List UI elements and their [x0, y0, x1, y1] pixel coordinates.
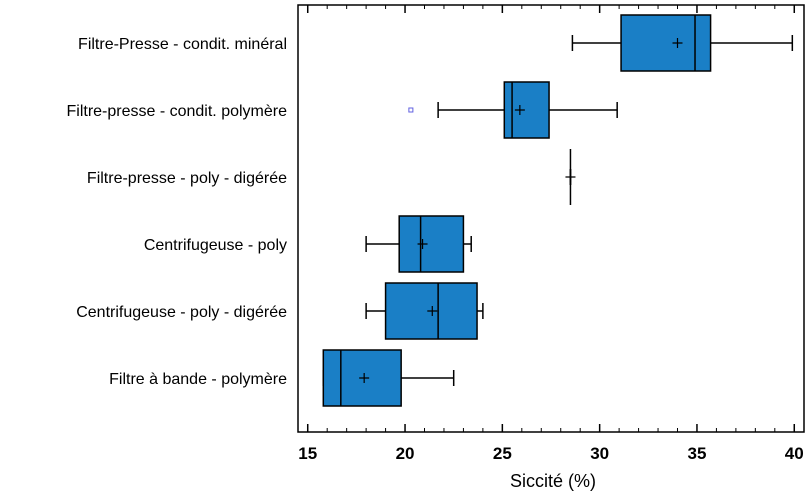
box-1	[571, 14, 794, 72]
box-iqr	[398, 215, 465, 273]
category-label: Filtre à bande - polymère	[109, 371, 287, 388]
x-tick-label: 15	[298, 444, 317, 463]
x-tick-label: 35	[688, 444, 707, 463]
category-label: Filtre-presse - condit. polymère	[66, 103, 287, 120]
box-4	[365, 215, 472, 273]
mean-marker	[514, 105, 525, 115]
category-label: Centrifugeuse - poly - digérée	[76, 304, 287, 321]
mean-marker	[359, 373, 370, 383]
box-5	[365, 282, 484, 340]
x-axis-title: Siccité (%)	[510, 471, 596, 491]
mean-marker	[565, 172, 576, 182]
plot-area	[297, 4, 805, 433]
x-tick-label: 25	[493, 444, 512, 463]
box-6	[322, 349, 455, 407]
mean-marker	[427, 306, 438, 316]
box-iqr	[503, 81, 550, 139]
x-axis: 15 20 25 30 35 40	[298, 5, 804, 463]
outlier-point	[408, 107, 414, 113]
plot-frame	[297, 4, 805, 433]
category-labels: Filtre-Presse - condit. minéral Filtre-pr…	[66, 36, 287, 388]
mean-marker	[672, 38, 683, 48]
box-iqr	[620, 14, 712, 72]
x-tick-label: 40	[785, 444, 804, 463]
box-2	[408, 81, 618, 139]
box-3	[565, 149, 576, 205]
category-label: Filtre-Presse - condit. minéral	[78, 36, 287, 53]
category-label: Centrifugeuse - poly	[144, 237, 287, 254]
mean-marker	[417, 239, 428, 249]
x-tick-label: 20	[396, 444, 415, 463]
category-label: Filtre-presse - poly - digérée	[87, 170, 287, 187]
x-tick-label: 30	[590, 444, 609, 463]
